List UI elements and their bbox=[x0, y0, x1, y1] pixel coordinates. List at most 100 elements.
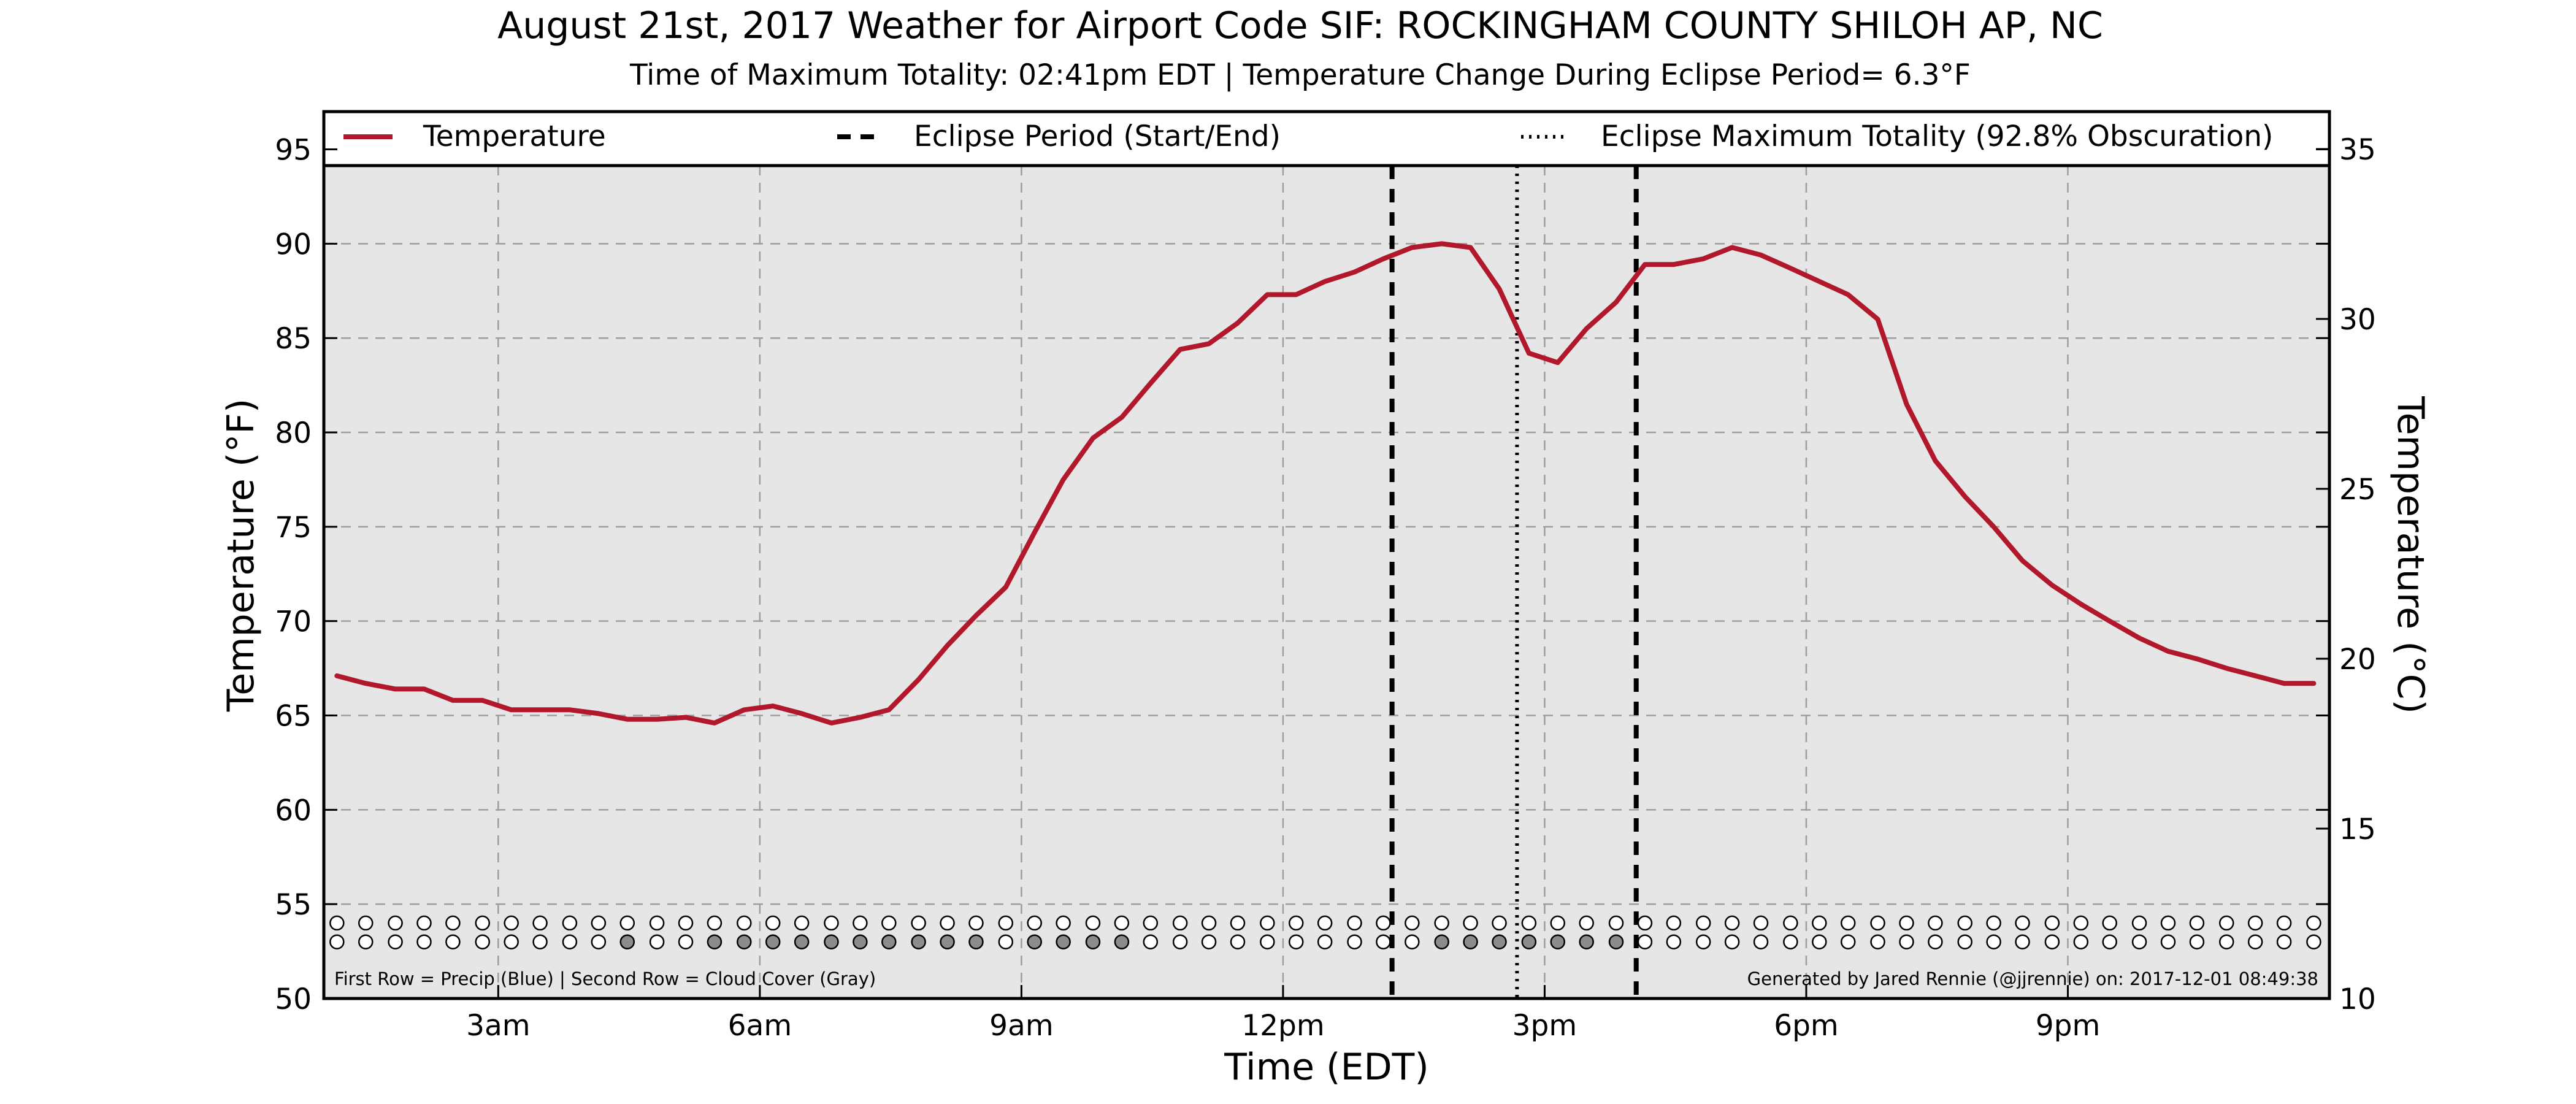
cloud-cover-marker bbox=[737, 934, 752, 949]
cloud-cover-marker bbox=[881, 934, 897, 949]
cloud-cover-marker bbox=[998, 934, 1014, 949]
observation-rows bbox=[329, 915, 2321, 949]
cloud-cover-marker bbox=[2276, 934, 2292, 949]
precip-marker bbox=[2276, 915, 2292, 931]
cloud-cover-marker bbox=[591, 934, 607, 949]
eclipse-lines bbox=[1389, 166, 1639, 999]
precip-marker bbox=[1637, 915, 1653, 931]
precip-marker bbox=[1347, 915, 1362, 931]
precip-marker bbox=[1957, 915, 1972, 931]
cloud-cover-marker bbox=[1201, 934, 1217, 949]
cloud-cover-marker bbox=[2189, 934, 2205, 949]
x-tick-label: 6pm bbox=[1774, 1009, 1839, 1043]
precip-marker bbox=[678, 915, 694, 931]
precip-marker bbox=[475, 915, 491, 931]
precip-marker bbox=[1376, 915, 1391, 931]
precip-marker bbox=[940, 915, 955, 931]
chart-title: August 21st, 2017 Weather for Airport Co… bbox=[497, 4, 2103, 47]
cloud-cover-marker bbox=[649, 934, 665, 949]
cloud-cover-marker bbox=[1085, 934, 1101, 949]
x-axis-label: Time (EDT) bbox=[1224, 1046, 1429, 1089]
precip-marker bbox=[1463, 915, 1478, 931]
cloud-cover-marker bbox=[1812, 934, 1827, 949]
cloud-cover-marker bbox=[794, 934, 810, 949]
precip-marker bbox=[1056, 915, 1071, 931]
precip-marker bbox=[2218, 915, 2234, 931]
y-axis-label-right: Temperature (°C) bbox=[2389, 396, 2432, 714]
x-tick-label: 3am bbox=[466, 1009, 531, 1043]
precip-marker bbox=[2306, 915, 2321, 931]
y-tick-label-right: 35 bbox=[2339, 133, 2376, 167]
y-tick-label-left: 80 bbox=[275, 416, 312, 450]
precip-marker bbox=[911, 915, 926, 931]
precip-marker bbox=[445, 915, 461, 931]
cloud-cover-marker bbox=[1753, 934, 1769, 949]
precip-marker bbox=[532, 915, 548, 931]
cloud-cover-marker bbox=[853, 934, 868, 949]
cloud-cover-marker bbox=[1724, 934, 1740, 949]
cloud-cover-marker bbox=[1317, 934, 1333, 949]
precip-marker bbox=[1666, 915, 1682, 931]
precip-marker bbox=[881, 915, 897, 931]
cloud-cover-marker bbox=[1637, 934, 1653, 949]
x-tick-label: 9pm bbox=[2036, 1009, 2101, 1043]
cloud-cover-marker bbox=[1027, 934, 1042, 949]
precip-marker bbox=[1753, 915, 1769, 931]
cloud-cover-marker bbox=[2102, 934, 2117, 949]
cloud-cover-marker bbox=[1608, 934, 1624, 949]
series-group bbox=[334, 241, 2317, 726]
cloud-cover-marker bbox=[2073, 934, 2089, 949]
y-tick-label-left: 75 bbox=[275, 511, 312, 545]
precip-marker bbox=[765, 915, 781, 931]
precip-marker bbox=[1695, 915, 1711, 931]
x-tick-label: 12pm bbox=[1241, 1009, 1324, 1043]
precip-marker bbox=[2015, 915, 2030, 931]
y-axis-label-left: Temperature (°F) bbox=[220, 399, 263, 712]
y-tick-label-right: 25 bbox=[2339, 473, 2376, 507]
cloud-cover-marker bbox=[1695, 934, 1711, 949]
precip-marker bbox=[1027, 915, 1042, 931]
precip-marker bbox=[1492, 915, 1507, 931]
y-tick-label-left: 85 bbox=[275, 322, 312, 356]
y-tick-label-right: 15 bbox=[2339, 813, 2376, 846]
grid bbox=[324, 148, 2329, 999]
y-axis-right: 10 15 20 25 30 35 bbox=[2316, 133, 2376, 1016]
cloud-cover-marker bbox=[1550, 934, 1566, 949]
cloud-cover-marker bbox=[1986, 934, 2001, 949]
cloud-cover-marker bbox=[562, 934, 578, 949]
cloud-cover-marker bbox=[1376, 934, 1391, 949]
precip-marker bbox=[824, 915, 839, 931]
plot-area bbox=[324, 112, 2329, 999]
precip-marker bbox=[2073, 915, 2089, 931]
cloud-cover-marker bbox=[1463, 934, 1478, 949]
cloud-cover-marker bbox=[1405, 934, 1420, 949]
cloud-cover-marker bbox=[1056, 934, 1071, 949]
precip-marker bbox=[329, 915, 345, 931]
cloud-cover-marker bbox=[1840, 934, 1856, 949]
precip-marker bbox=[1405, 915, 1420, 931]
cloud-cover-marker bbox=[824, 934, 839, 949]
precip-marker bbox=[1085, 915, 1101, 931]
precip-marker bbox=[737, 915, 752, 931]
precip-marker bbox=[619, 915, 635, 931]
precip-marker bbox=[649, 915, 665, 931]
y-tick-label-left: 95 bbox=[275, 134, 312, 167]
footnote-left: First Row = Precip (Blue) | Second Row =… bbox=[334, 968, 876, 989]
cloud-cover-marker bbox=[2218, 934, 2234, 949]
cloud-cover-marker bbox=[1288, 934, 1304, 949]
cloud-cover-marker bbox=[1899, 934, 1914, 949]
y-axis-left: 50 55 60 65 70 75 80 85 90 95 bbox=[275, 134, 2329, 1016]
precip-marker bbox=[358, 915, 374, 931]
precip-marker bbox=[591, 915, 607, 931]
cloud-cover-marker bbox=[1870, 934, 1885, 949]
cloud-cover-marker bbox=[1928, 934, 1943, 949]
precip-marker bbox=[1288, 915, 1304, 931]
precip-marker bbox=[998, 915, 1014, 931]
cloud-cover-marker bbox=[1492, 934, 1507, 949]
cloud-cover-marker bbox=[2160, 934, 2176, 949]
cloud-cover-marker bbox=[388, 934, 403, 949]
precip-marker bbox=[1143, 915, 1159, 931]
precip-marker bbox=[1986, 915, 2001, 931]
cloud-cover-marker bbox=[911, 934, 926, 949]
